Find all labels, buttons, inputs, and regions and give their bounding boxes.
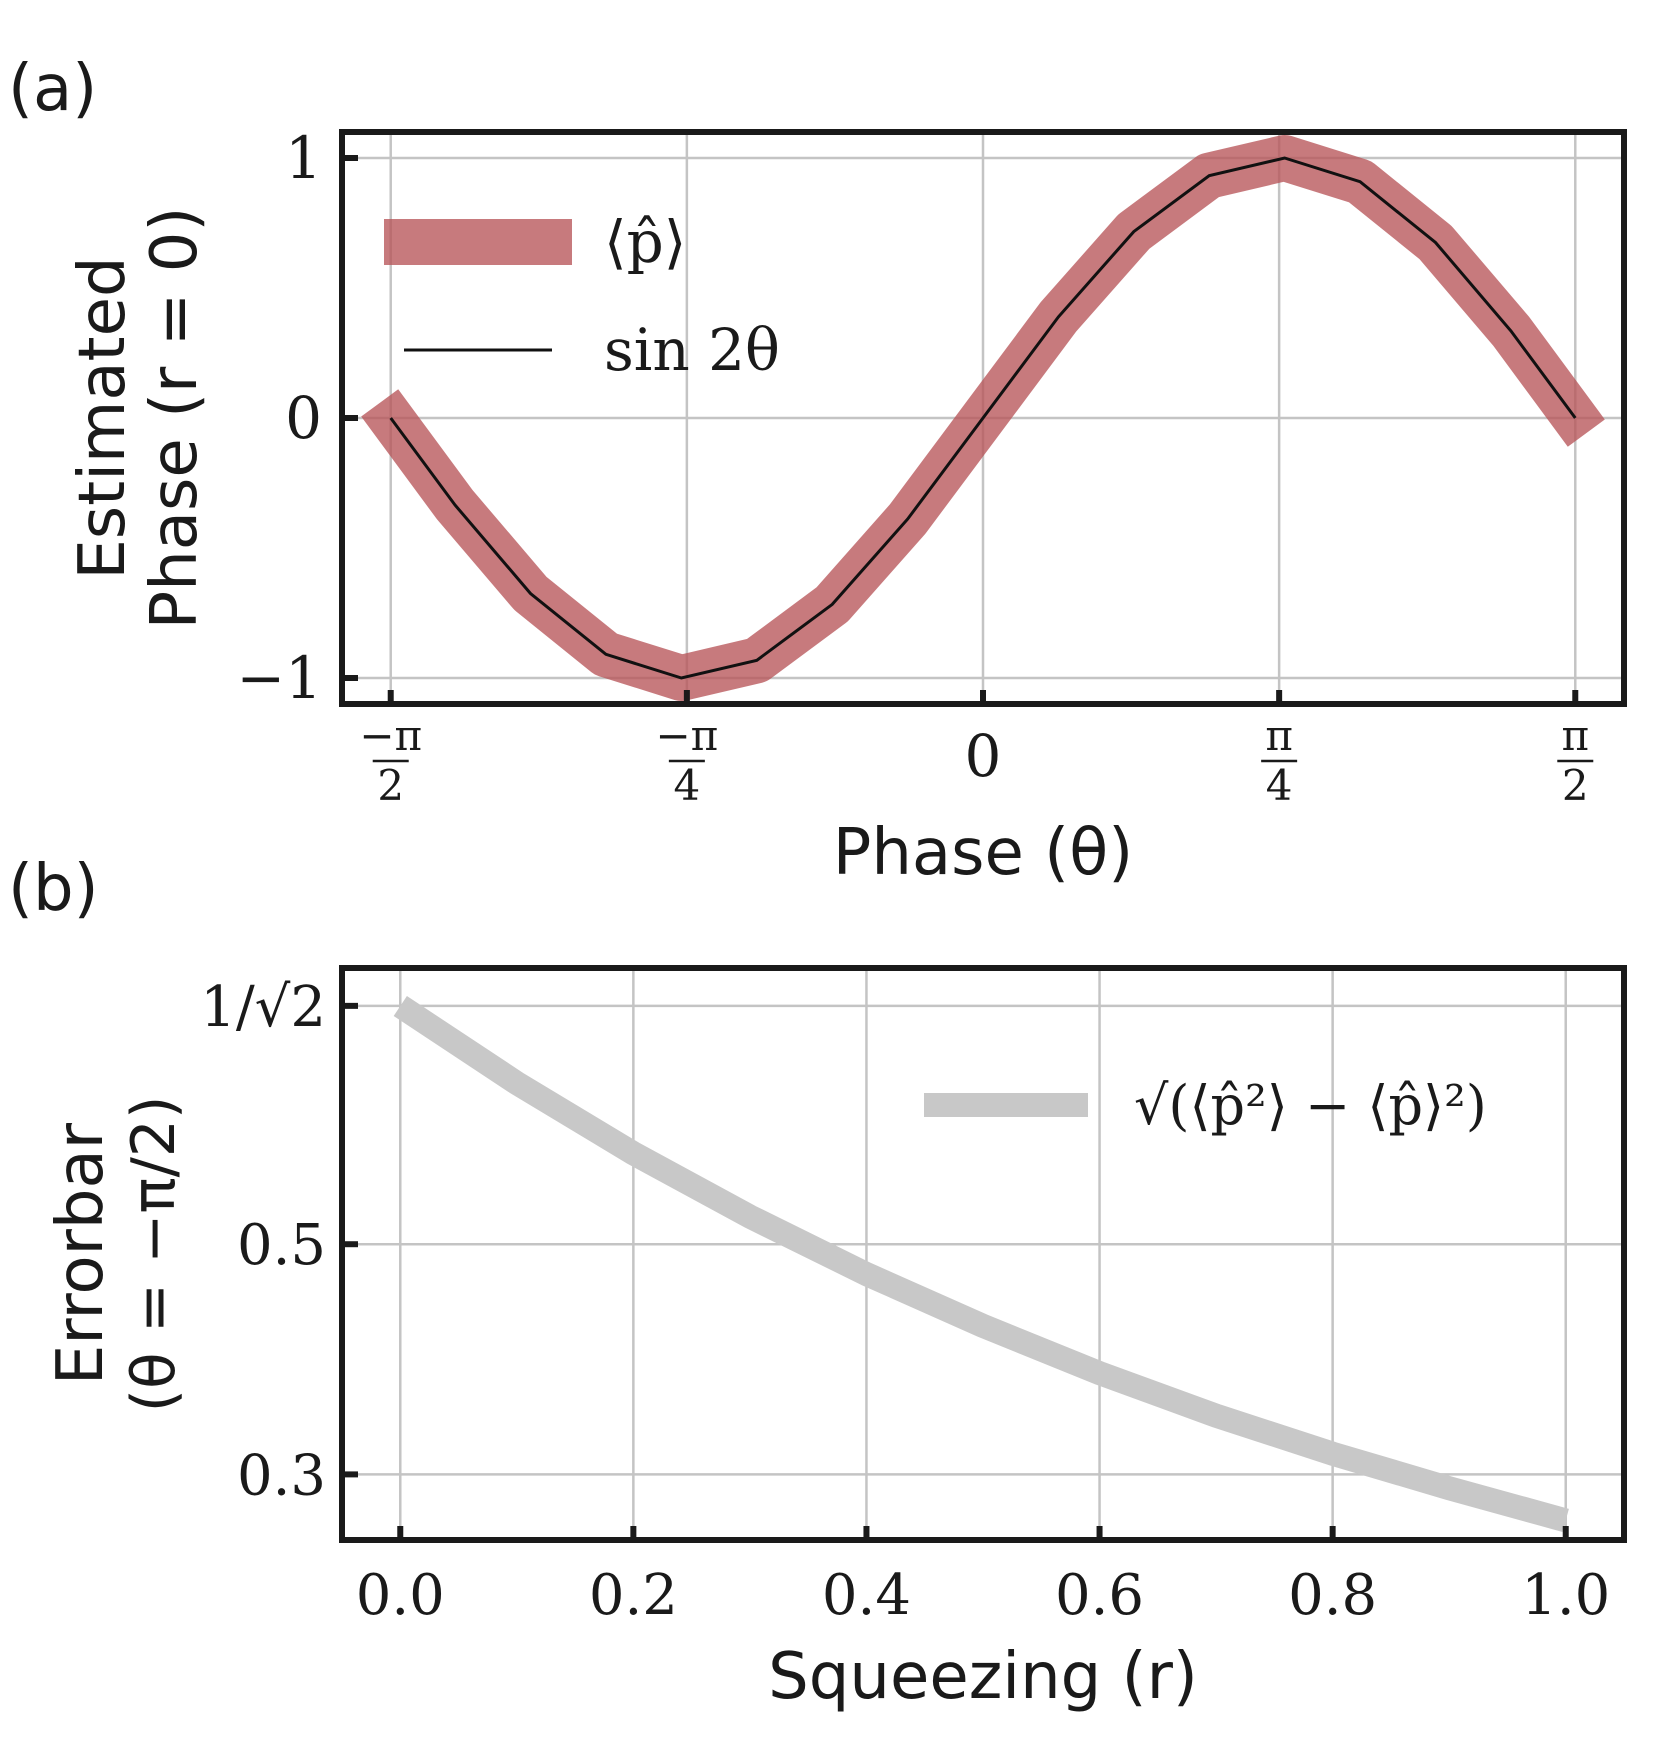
- x-tick-label-0: 0.0: [356, 1563, 445, 1628]
- x-tick-label-2: 0: [965, 722, 1002, 790]
- panel-a-x-label: Phase (θ): [833, 816, 1134, 890]
- legend-label-sin: sin 2θ: [604, 316, 780, 384]
- panel-a-y-ticks: −1 0 1: [237, 124, 1579, 712]
- series-sin-2theta: [389, 156, 1577, 680]
- panel-b-frame: [339, 965, 1627, 1543]
- series-errorbar: [393, 995, 1569, 1532]
- y-tick-label-0: 0.3: [237, 1443, 326, 1508]
- panel-b-x-ticks: 0.0 0.2 0.4 0.6 0.8 1.0: [356, 1563, 1611, 1628]
- y-tick-label-2: 1: [285, 124, 322, 192]
- panel-b-grid: [342, 968, 1624, 1540]
- panel-b: (b) 0.3 0.5 1/√2 0.0 0.2 0.4 0.6 0.8 1.0 Squeez…: [8, 852, 1627, 1714]
- panel-b-y-label-line2: (θ = −π/2): [119, 1096, 189, 1413]
- x-tick-den-3: 4: [1266, 761, 1293, 810]
- panel-b-label: (b): [8, 852, 99, 926]
- x-tick-num-4: π: [1561, 711, 1589, 760]
- x-tick-den-1: 4: [673, 761, 700, 810]
- panel-b-y-label-line1: Errorbar: [44, 1122, 118, 1385]
- y-tick-label-1: 0.5: [237, 1213, 326, 1278]
- y-tick-label-0: −1: [237, 644, 323, 712]
- legend-label-p-mean: ⟨p̂⟩: [604, 208, 686, 276]
- panel-a-y-label-line1: Estimated: [66, 256, 140, 579]
- panel-b-legend: √(⟨p̂²⟩ − ⟨p̂⟩²): [924, 1074, 1487, 1137]
- y-tick-label-2: 1/√2: [200, 975, 326, 1040]
- panel-b-y-ticks: 0.3 0.5 1/√2: [200, 975, 1569, 1540]
- x-tick-label-5: 1.0: [1521, 1563, 1610, 1628]
- x-tick-label-4: 0.8: [1288, 1563, 1377, 1628]
- legend-label-errorbar: √(⟨p̂²⟩ − ⟨p̂⟩²): [1134, 1074, 1487, 1137]
- panel-a-label: (a): [8, 52, 97, 126]
- panel-a-lines: [361, 135, 1605, 701]
- panel-a-legend: ⟨p̂⟩ sin 2θ: [384, 208, 780, 384]
- x-tick-num-3: π: [1265, 711, 1293, 760]
- x-tick-label-2: 0.4: [822, 1563, 911, 1628]
- y-tick-label-1: 0: [285, 384, 322, 452]
- panel-a-y-label-line2: Phase (r = 0): [138, 207, 212, 630]
- x-tick-label-3: 0.6: [1055, 1563, 1144, 1628]
- panel-b-x-label: Squeezing (r): [768, 1640, 1198, 1714]
- x-tick-num-1: −π: [655, 711, 718, 760]
- panel-b-lines: [393, 995, 1569, 1532]
- x-tick-den-4: 2: [1562, 761, 1589, 810]
- x-tick-label-1: 0.2: [589, 1563, 678, 1628]
- x-tick-den-0: 2: [377, 761, 404, 810]
- x-tick-num-0: −π: [359, 711, 422, 760]
